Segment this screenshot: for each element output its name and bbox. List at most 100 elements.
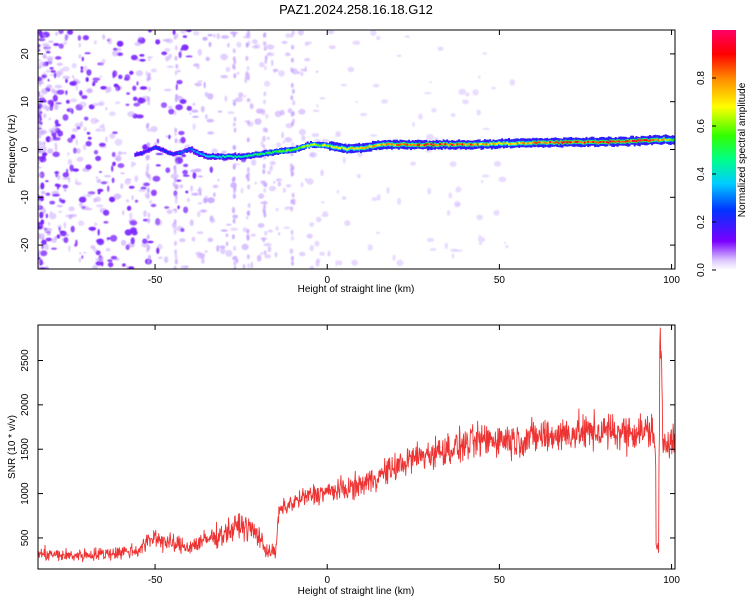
speckle-cell <box>66 168 69 174</box>
speckle-cell <box>82 144 87 151</box>
speckle-cell <box>47 58 53 65</box>
ridge-core <box>292 148 295 151</box>
speckle-cell <box>120 183 124 190</box>
ridge-core <box>652 138 655 141</box>
speckle-cell <box>162 39 170 42</box>
speckle-cell <box>396 54 402 58</box>
speckle-cell <box>124 229 133 236</box>
ridge-core <box>635 140 638 143</box>
speckle-cell <box>304 178 308 182</box>
speckle-cell <box>198 186 202 194</box>
speckle-cell <box>92 264 98 269</box>
streak-cell <box>147 212 151 218</box>
speckle-cell <box>80 69 84 73</box>
speckle-cell <box>146 128 152 132</box>
speckle-cell <box>42 141 46 146</box>
speckle-cell <box>51 237 57 243</box>
speckle-cell <box>139 54 145 57</box>
speckle-cell <box>194 82 202 87</box>
speckle-cell <box>72 128 79 132</box>
speckle-cell <box>216 245 220 252</box>
speckle-cell <box>67 30 74 35</box>
ridge-core <box>535 142 538 145</box>
ridge-core <box>594 140 597 143</box>
speckle-cell <box>52 193 60 197</box>
colorbar: 0.0 0.2 0.4 0.6 0.8 Normalized spectral ampl… <box>696 30 748 277</box>
ridge-core <box>466 143 469 146</box>
speckle-cell <box>251 39 258 44</box>
ridge-core <box>647 140 650 142</box>
colorbar-tick-label: 0.6 <box>696 119 707 133</box>
ridge-core <box>325 144 328 147</box>
ridge-core <box>511 142 514 145</box>
speckle-cell <box>85 164 92 170</box>
ridge-core <box>236 156 238 158</box>
speckle-cell <box>99 142 106 147</box>
speckle-cell <box>300 182 304 188</box>
speckle-cell <box>161 51 168 56</box>
y-tick-label: 500 <box>20 529 31 546</box>
streak-cell <box>174 256 178 262</box>
speckle-cell <box>478 242 483 245</box>
speckle-cell <box>478 75 481 79</box>
ridge-core <box>141 152 144 155</box>
speckle-cell <box>55 56 62 60</box>
spectrogram-y-label: Frequency (Hz) <box>7 115 18 184</box>
streak-cell <box>246 176 250 182</box>
speckle-cell <box>78 43 81 48</box>
ridge-core <box>273 150 276 153</box>
ridge-core <box>582 141 584 144</box>
speckle-cell <box>52 131 57 139</box>
ridge-core <box>416 144 419 147</box>
speckle-cell <box>133 96 138 102</box>
y-tick-label: 20 <box>20 48 31 60</box>
ridge-core <box>638 139 641 142</box>
speckle-cell <box>320 169 324 177</box>
speckle-cell <box>107 259 113 262</box>
ridge-core <box>428 143 431 146</box>
ridge-core <box>358 147 361 150</box>
streak-cell <box>233 116 237 122</box>
speckle-cell <box>284 137 292 143</box>
streak-cell <box>263 204 266 210</box>
ridge-core <box>420 144 423 147</box>
ridge-core <box>459 143 462 146</box>
speckle-cell <box>498 176 507 183</box>
speckle-cell <box>180 30 187 34</box>
speckle-cell <box>143 182 150 187</box>
speckle-cell <box>87 136 92 140</box>
speckle-cell <box>285 33 291 39</box>
speckle-cell <box>51 88 55 93</box>
speckle-cell <box>56 62 63 66</box>
speckle-cell <box>48 117 51 121</box>
speckle-cell <box>65 234 69 237</box>
colorbar-gradient <box>712 30 736 270</box>
speckle-cell <box>205 56 210 62</box>
speckle-cell <box>109 196 116 203</box>
ridge-core <box>156 147 159 150</box>
snr-y-label: SNR (10 * v/v) <box>7 415 18 479</box>
speckle-cell <box>121 151 127 155</box>
speckle-cell <box>78 54 82 59</box>
speckle-cell <box>38 200 41 205</box>
speckle-cell <box>275 207 279 212</box>
speckle-cell <box>170 173 179 179</box>
streak-cell <box>247 263 251 269</box>
speckle-cell <box>63 221 67 229</box>
ridge-core <box>590 140 593 143</box>
speckle-cell <box>180 136 186 144</box>
speckle-cell <box>79 252 82 255</box>
streak-cell <box>174 45 178 51</box>
speckle-cell <box>62 177 70 180</box>
speckle-cell <box>105 136 108 143</box>
speckle-cell <box>454 249 463 252</box>
ridge-core <box>280 150 283 153</box>
speckle-cell <box>298 108 306 115</box>
ridge-core <box>471 143 474 146</box>
ridge-core <box>248 154 250 157</box>
speckle-cell <box>128 266 135 269</box>
ridge-core <box>151 147 154 150</box>
streak-cell <box>146 194 150 200</box>
speckle-cell <box>53 72 57 79</box>
speckle-cell <box>482 52 487 55</box>
